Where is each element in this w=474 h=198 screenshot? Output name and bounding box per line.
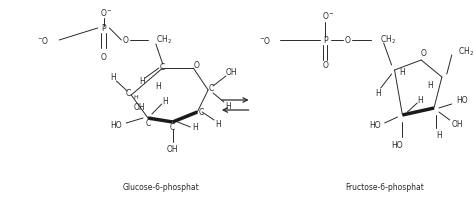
Text: C: C [146, 118, 151, 128]
Text: H: H [436, 131, 442, 141]
Text: H: H [375, 89, 381, 97]
Text: OH: OH [226, 68, 237, 76]
Text: HO: HO [369, 121, 381, 129]
Text: P: P [323, 35, 328, 45]
Text: CH$_{2}$: CH$_{2}$ [156, 34, 172, 46]
Text: Fructose-6-phosphat: Fructose-6-phosphat [345, 184, 424, 192]
Text: C: C [209, 84, 214, 92]
Text: CH$_{2}$: CH$_{2}$ [457, 46, 474, 58]
Text: H: H [162, 96, 168, 106]
Text: OH: OH [167, 145, 178, 153]
Text: HO: HO [110, 121, 122, 129]
Text: O: O [420, 49, 426, 57]
Text: H: H [139, 76, 145, 86]
Text: $^{-}$O: $^{-}$O [259, 34, 271, 46]
Text: H: H [192, 123, 198, 131]
Text: O: O [193, 61, 199, 69]
Text: HO: HO [456, 95, 467, 105]
Text: O: O [323, 62, 328, 70]
Text: C: C [126, 89, 131, 97]
Text: O: O [100, 52, 107, 62]
Text: H: H [400, 68, 405, 76]
Text: O: O [344, 35, 350, 45]
Text: Glucose-6-phosphat: Glucose-6-phosphat [122, 184, 199, 192]
Text: $^{-}$O: $^{-}$O [37, 34, 49, 46]
Text: H: H [155, 82, 161, 90]
Text: O$^{-}$: O$^{-}$ [100, 7, 112, 17]
Text: H: H [110, 72, 116, 82]
Text: H: H [215, 120, 221, 129]
Text: P: P [101, 24, 106, 32]
Text: HO: HO [392, 141, 403, 149]
Text: H: H [225, 102, 231, 110]
Text: CH$_{2}$: CH$_{2}$ [380, 34, 396, 46]
Text: H: H [134, 94, 138, 100]
Text: OH: OH [452, 120, 464, 129]
Text: OH: OH [133, 103, 145, 111]
Text: H: H [417, 95, 423, 105]
Text: C: C [170, 123, 175, 131]
Text: C: C [199, 108, 204, 116]
Text: C: C [160, 64, 165, 72]
Text: H: H [427, 81, 433, 89]
Text: O: O [122, 35, 128, 45]
Text: O$^{-}$: O$^{-}$ [322, 10, 335, 21]
